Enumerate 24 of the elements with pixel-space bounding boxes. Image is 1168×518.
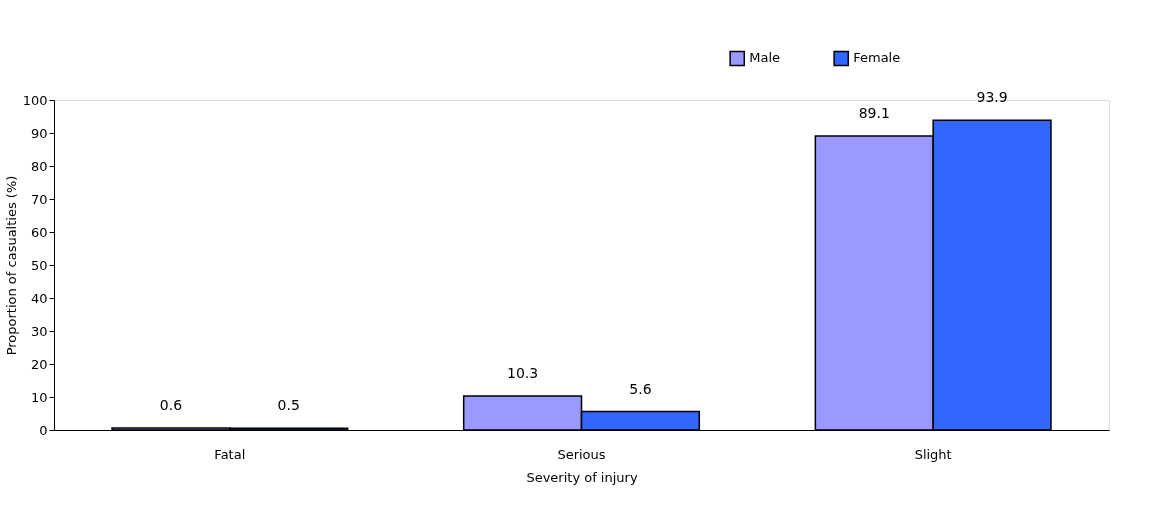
x-tick-label: Slight <box>914 446 952 462</box>
y-tick-label: 50 <box>30 257 48 273</box>
data-label: 0.5 <box>277 397 300 414</box>
x-tick-label: Fatal <box>214 446 246 462</box>
x-axis-title: Severity of injury <box>526 469 638 485</box>
data-label: 89.1 <box>858 104 890 121</box>
data-label: 5.6 <box>629 380 652 397</box>
y-tick-label: 100 <box>22 92 48 108</box>
data-label: 93.9 <box>976 89 1008 106</box>
y-tick-label: 30 <box>30 323 48 339</box>
y-tick-label: 90 <box>30 125 48 141</box>
y-tick-label: 10 <box>30 389 48 405</box>
data-label: 0.6 <box>159 397 183 414</box>
y-tick-label: 20 <box>30 356 48 372</box>
legend-label: Male <box>749 50 780 66</box>
y-tick-label: 60 <box>30 224 48 240</box>
y-tick-label: 0 <box>39 422 48 438</box>
data-label: 10.3 <box>507 365 539 382</box>
y-tick-label: 80 <box>30 158 48 174</box>
x-tick-label: Serious <box>557 446 606 462</box>
legend-label: Female <box>853 50 901 66</box>
y-axis-title: Proportion of casualties (%) <box>3 175 19 356</box>
y-tick-label: 40 <box>30 290 48 306</box>
y-tick-label: 70 <box>30 191 48 207</box>
